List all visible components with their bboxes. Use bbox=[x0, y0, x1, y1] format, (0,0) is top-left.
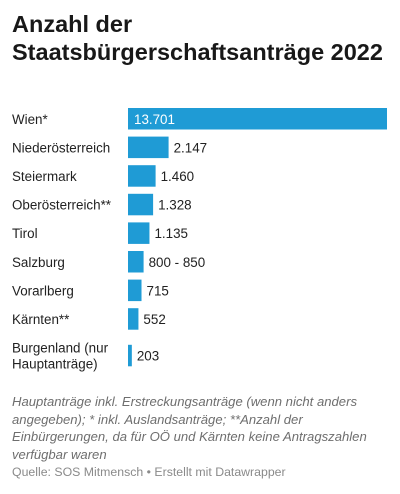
source-line: Quelle: SOS Mitmensch • Erstellt mit Dat… bbox=[12, 465, 392, 479]
category-label: Steiermark bbox=[12, 169, 77, 184]
bar bbox=[128, 193, 154, 216]
bar bbox=[128, 308, 139, 330]
value-label: 552 bbox=[143, 312, 165, 327]
source-separator: • bbox=[146, 465, 151, 479]
chart-title: Anzahl der Staatsbürgerschaftsanträge 20… bbox=[12, 11, 383, 65]
chart-footnote: Hauptanträge inkl. Erstreckungsanträge (… bbox=[12, 394, 367, 462]
value-label: 1.135 bbox=[154, 226, 188, 241]
bar-chart: Wien* 13.701 Niederösterreich 2.147 Steierma… bbox=[12, 108, 387, 372]
category-label: Oberösterreich** bbox=[12, 198, 111, 213]
value-label: 715 bbox=[147, 283, 169, 298]
category-label: Kärnten** bbox=[12, 312, 69, 327]
category-label: Burgenland (nur Hauptanträge) bbox=[12, 341, 109, 372]
value-label: 203 bbox=[137, 349, 159, 364]
bar bbox=[128, 251, 144, 273]
category-label: Salzburg bbox=[12, 255, 65, 270]
value-label: 2.147 bbox=[174, 140, 208, 155]
category-label: Tirol bbox=[12, 226, 38, 241]
value-label: 1.328 bbox=[158, 198, 192, 213]
source-link[interactable]: SOS Mitmensch bbox=[54, 465, 144, 479]
source-label: Quelle: bbox=[12, 465, 51, 479]
value-label: 1.460 bbox=[161, 169, 195, 184]
bar bbox=[128, 108, 387, 130]
bar bbox=[128, 136, 169, 159]
datawrapper-credit: Erstellt mit Datawrapper bbox=[154, 465, 286, 479]
value-label: 800 - 850 bbox=[149, 255, 206, 270]
value-label: 13.701 bbox=[134, 112, 175, 127]
category-label: Niederösterreich bbox=[12, 140, 110, 155]
bar bbox=[128, 165, 156, 187]
category-label: Vorarlberg bbox=[12, 283, 74, 298]
bar bbox=[128, 222, 150, 244]
bar bbox=[128, 279, 142, 302]
bar bbox=[128, 344, 132, 367]
category-label: Wien* bbox=[12, 112, 48, 127]
